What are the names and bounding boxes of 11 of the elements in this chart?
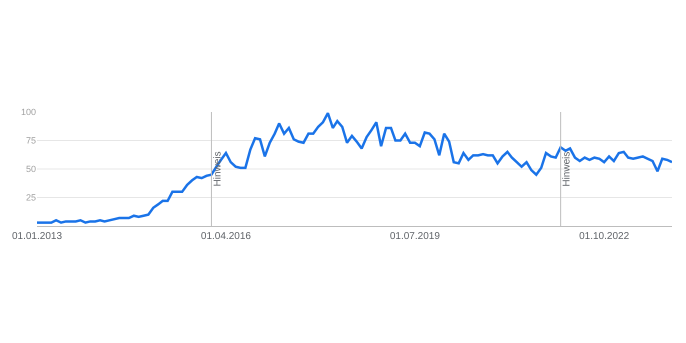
line-series — [37, 112, 672, 224]
y-tick-label: 100 — [20, 107, 36, 118]
x-tick-label: 01.04.2016 — [200, 231, 252, 242]
x-tick-label: 01.01.2013 — [12, 231, 62, 242]
y-tick-label: 50 — [26, 164, 36, 174]
y-tick-label: 25 — [26, 192, 36, 203]
ref-line-label: Hinweis — [562, 152, 573, 187]
ref-line-label: Hinweis — [212, 151, 224, 186]
y-tick-label: 75 — [26, 136, 36, 146]
x-tick-label: 01.07.2019 — [390, 231, 440, 242]
x-tick-label: 01.10.2022 — [579, 231, 630, 242]
